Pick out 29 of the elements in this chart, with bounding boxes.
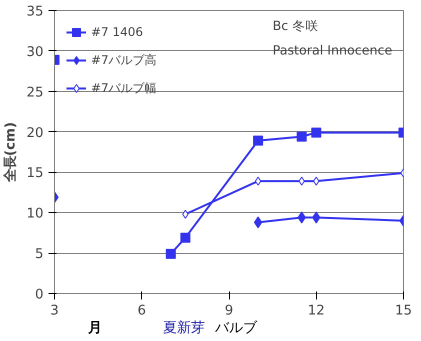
point: [311, 128, 322, 138]
x-axis-title: 月: [88, 319, 102, 338]
legend-label: #7バルブ高: [91, 52, 157, 68]
y-tick-label: 35: [26, 4, 44, 20]
legend-label: #7 1406: [91, 25, 144, 39]
y-tick-label: 20: [26, 126, 44, 141]
y-tick-label: 25: [26, 85, 44, 100]
x-tick-label: 6: [138, 304, 146, 318]
point: [296, 132, 307, 142]
y-tick-label: 0: [35, 288, 44, 302]
x-tick-label: 15: [395, 304, 412, 318]
y-tick-label: 15: [26, 166, 44, 182]
point: [182, 210, 189, 219]
point: [254, 216, 262, 228]
y-tick-label: 30: [26, 44, 44, 60]
y-axis-title: 全長(cm): [4, 122, 19, 183]
text: 夏新芽: [163, 319, 205, 338]
legend-label: #7バルブ幅: [91, 80, 157, 96]
y-tick-label: 5: [35, 247, 44, 262]
annotation: Bc 冬咲: [272, 18, 318, 34]
text: バルブ: [215, 319, 257, 338]
point: [254, 176, 262, 186]
y-tick-label: 10: [26, 206, 44, 222]
point: [166, 248, 176, 259]
point: [180, 232, 190, 243]
x-tick-label: 9: [224, 304, 234, 318]
point: [253, 136, 264, 146]
x-tick-label: 12: [308, 304, 325, 318]
x-tick-label: 3: [50, 304, 59, 318]
